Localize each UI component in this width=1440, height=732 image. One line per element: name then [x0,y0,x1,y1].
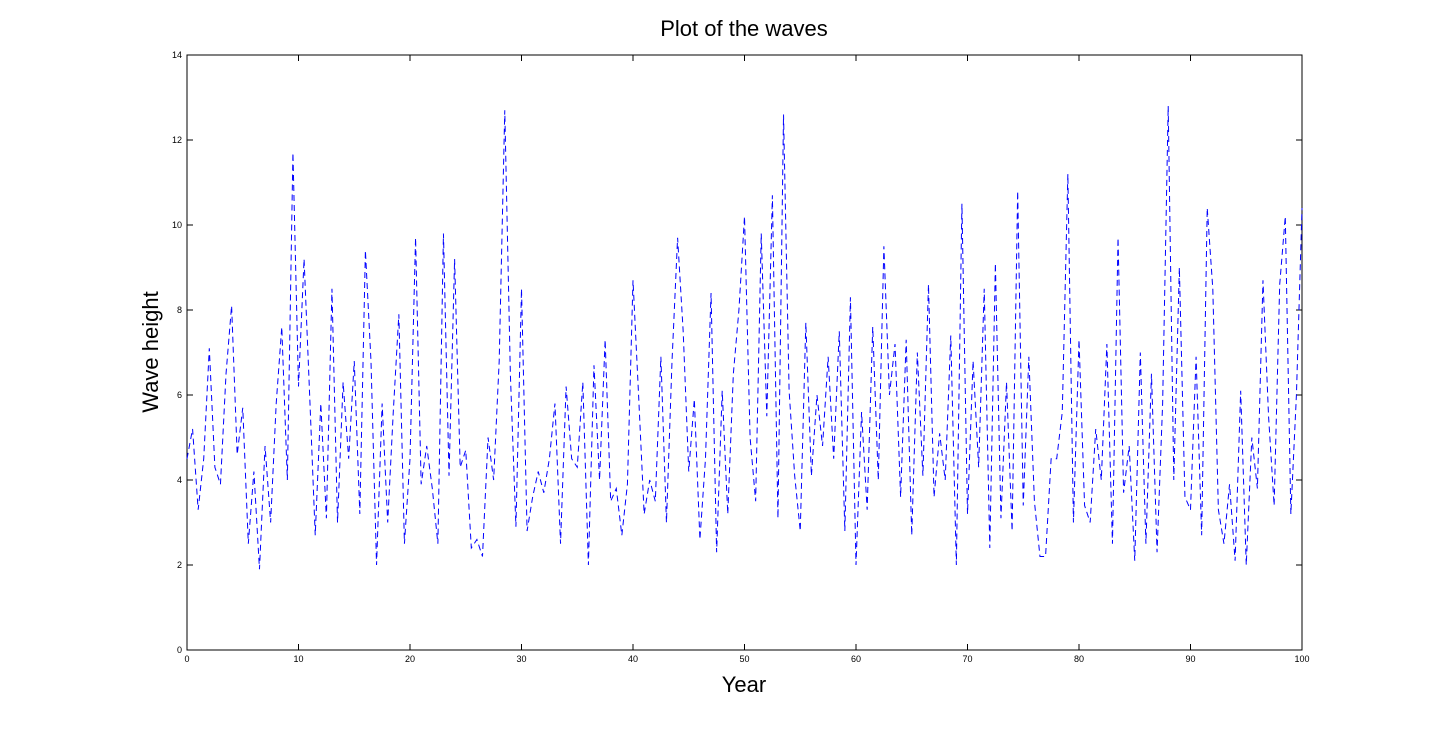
y-tick-label: 14 [172,50,182,60]
x-tick-label: 100 [1294,654,1309,664]
x-tick-label: 0 [184,654,189,664]
x-tick-label: 20 [405,654,415,664]
x-tick-label: 50 [739,654,749,664]
y-tick-label: 2 [177,560,182,570]
x-tick-label: 40 [628,654,638,664]
x-axis-label: Year [722,672,766,697]
y-axis-label: Wave height [138,291,163,412]
x-tick-label: 60 [851,654,861,664]
x-tick-label: 80 [1074,654,1084,664]
y-tick-label: 6 [177,390,182,400]
x-tick-label: 90 [1185,654,1195,664]
x-tick-label: 30 [516,654,526,664]
y-tick-label: 8 [177,305,182,315]
x-tick-label: 10 [293,654,303,664]
y-tick-label: 0 [177,645,182,655]
y-tick-label: 4 [177,475,182,485]
y-tick-label: 12 [172,135,182,145]
chart-title: Plot of the waves [660,16,828,41]
x-tick-label: 70 [962,654,972,664]
y-tick-label: 10 [172,220,182,230]
